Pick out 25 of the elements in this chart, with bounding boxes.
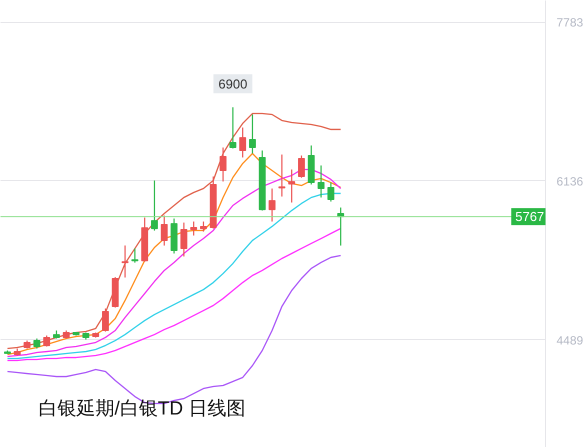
candlestick bbox=[33, 338, 40, 350]
candlestick bbox=[278, 154, 286, 198]
candlestick bbox=[327, 182, 334, 202]
candlestick bbox=[160, 214, 168, 246]
candlestick bbox=[200, 220, 207, 232]
line-series bbox=[6, 228, 342, 362]
candlestick bbox=[220, 146, 227, 182]
candlestick bbox=[190, 220, 198, 236]
candlestick bbox=[180, 222, 188, 258]
ref-line-label: 5767 bbox=[515, 209, 544, 224]
y-tick-label: 7783 bbox=[556, 16, 584, 30]
candlestick bbox=[122, 244, 129, 278]
candlestick bbox=[288, 168, 296, 204]
candlestick bbox=[151, 180, 158, 232]
y-tick-label: 4489 bbox=[556, 333, 584, 348]
candlestick bbox=[298, 154, 305, 178]
candlestick bbox=[239, 126, 246, 158]
candlestick bbox=[229, 106, 236, 150]
candlestick bbox=[249, 114, 256, 154]
annotation: 6900 bbox=[218, 76, 248, 92]
text: 白银延期/白银TD 日线图 bbox=[38, 398, 246, 420]
y-tick-label: 6136 bbox=[556, 174, 584, 188]
candlestick bbox=[102, 308, 109, 332]
candlestick bbox=[318, 164, 325, 198]
candlestick bbox=[268, 188, 276, 222]
